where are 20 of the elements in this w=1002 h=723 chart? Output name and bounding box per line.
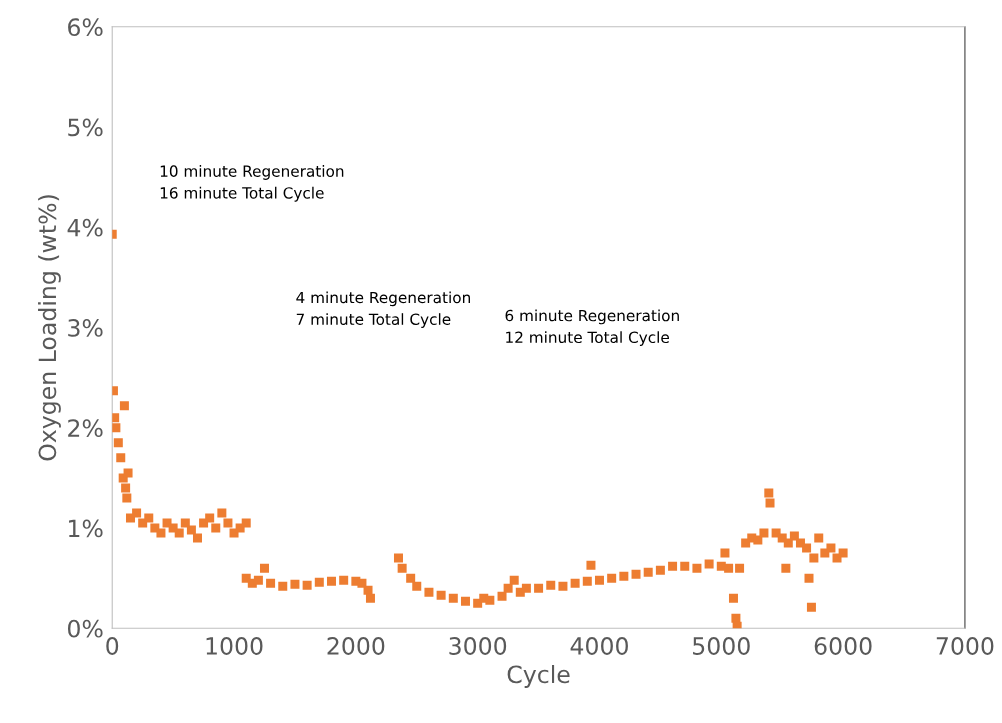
x-tick-label: 1000 — [206, 637, 263, 655]
y-tick-label: 4% — [67, 218, 103, 237]
x-tick-label: 0 — [106, 637, 119, 655]
x-tick-label: 3000 — [449, 637, 507, 655]
y-tick-label: 6% — [68, 18, 103, 37]
x-tick-label: 2000 — [327, 637, 385, 655]
annotation: 6 minute Regeneration 12 minute Total Cycle — [505, 309, 679, 347]
annotation: 10 minute Regeneration 16 minute Total Cycle — [160, 165, 344, 202]
x-tick-label: 5000 — [693, 637, 750, 655]
x-tick-label: 4000 — [570, 637, 628, 655]
y-tick-label: 2% — [68, 419, 103, 438]
x-tick-label: 7000 — [936, 637, 994, 655]
y-tick-label: 1% — [69, 519, 103, 538]
y-tick-label: 5% — [68, 118, 103, 137]
y-tick-label: 3% — [68, 318, 103, 337]
y-axis-title: Oxygen Loading (wt%) — [38, 195, 61, 461]
y-tick-label: 0% — [67, 619, 103, 638]
annotation: 4 minute Regeneration 7 minute Total Cycle — [296, 291, 470, 328]
x-axis-title: Cycle — [507, 665, 570, 688]
x-tick-label: 6000 — [814, 637, 872, 655]
